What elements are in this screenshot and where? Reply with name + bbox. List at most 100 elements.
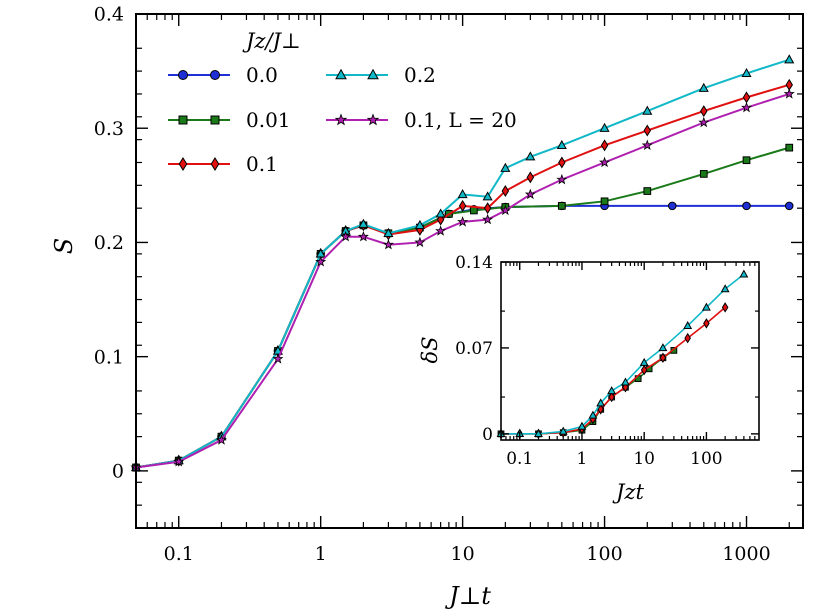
data-point (557, 202, 566, 210)
data-point (588, 410, 598, 419)
data-point (272, 353, 284, 364)
y-axis-label: S (50, 238, 78, 254)
data-point (658, 343, 668, 352)
data-point (558, 156, 566, 169)
data-point (457, 189, 468, 199)
y-tick-label: 0 (112, 461, 124, 483)
legend-entry: 0.1 (168, 152, 278, 176)
x-tick-label: 0.1 (164, 543, 194, 565)
data-point (596, 398, 606, 407)
data-point (414, 236, 426, 248)
data-point (608, 391, 615, 403)
data-point (607, 386, 617, 395)
legend-title: Jz/J⊥ (242, 29, 301, 53)
legend-marker (210, 157, 220, 171)
data-point (785, 143, 794, 152)
data-point (721, 302, 729, 313)
legend-marker (335, 68, 347, 80)
data-point (642, 105, 653, 115)
data-point (742, 156, 751, 165)
data-point (457, 216, 469, 227)
x-tick-label: 1000 (722, 543, 770, 565)
data-point (703, 318, 710, 329)
y-tick-label: 0 (482, 425, 493, 445)
panel-inset: 0.1 1 10 100 0 0.07 0.14 Jzt δS (418, 253, 760, 504)
data-point (482, 191, 493, 201)
data-point (742, 91, 751, 104)
x-tick-label: 0.1 (506, 449, 533, 469)
data-point (621, 377, 630, 386)
inset-x-axis-label: Jzt (612, 480, 644, 504)
data-point (383, 227, 394, 237)
legend: Jz/J⊥ 0.0 0.2 0.01 0.1, L = 20 0.1 (168, 29, 517, 176)
data-point (458, 199, 467, 212)
x-tick-label: 1 (577, 449, 588, 469)
x-tick-label: 100 (586, 543, 622, 565)
data-point (698, 116, 710, 128)
legend-entry: 0.1, L = 20 (326, 108, 517, 132)
data-point (556, 139, 567, 150)
data-point (741, 67, 752, 78)
x-tick-label: 100 (690, 449, 722, 469)
legend-label: 0.2 (404, 63, 436, 87)
y-tick-label: 0.3 (94, 118, 124, 140)
data-point (599, 122, 610, 132)
series-line (135, 93, 790, 469)
data-point (639, 357, 649, 366)
x-tick-label: 1 (315, 543, 327, 565)
legend-marker (178, 115, 188, 125)
legend-label: 0.1, L = 20 (404, 108, 517, 132)
data-point (526, 171, 535, 184)
y-tick-label: 0.07 (455, 339, 493, 359)
data-point (643, 124, 652, 137)
legend-marker (178, 157, 188, 171)
data-point (558, 426, 568, 435)
data-point (315, 256, 327, 267)
data-point (783, 88, 795, 99)
y-tick-label: 0.1 (94, 346, 124, 368)
data-point (357, 230, 369, 242)
data-point (742, 201, 751, 211)
data-point (499, 204, 511, 216)
data-point (414, 219, 425, 229)
data-point (501, 185, 510, 198)
inset-background (501, 262, 759, 440)
data-point (382, 238, 394, 250)
data-point (340, 230, 352, 242)
data-point (701, 302, 711, 311)
legend-entry: 0.2 (326, 63, 436, 87)
inset-y-axis-label: δS (418, 336, 442, 363)
data-point (700, 105, 708, 118)
data-point (435, 225, 447, 236)
data-point (500, 162, 511, 172)
y-tick-label: 0.2 (94, 232, 124, 254)
data-point (659, 352, 667, 364)
data-point (435, 208, 446, 218)
data-point (640, 364, 648, 376)
series-main-4 (130, 88, 795, 473)
data-point (525, 151, 536, 161)
data-point (173, 455, 185, 467)
legend-marker (334, 113, 348, 126)
data-point (215, 434, 227, 445)
legend-marker (210, 70, 220, 80)
data-point (740, 101, 753, 113)
plot-frame (135, 13, 804, 529)
data-point (739, 269, 749, 278)
data-point (577, 421, 587, 430)
legend-label: 0.0 (246, 63, 278, 87)
data-point (599, 156, 611, 168)
data-point (683, 321, 693, 330)
data-point (699, 170, 708, 178)
y-tick-label: 0.4 (94, 4, 124, 26)
legend-marker (367, 68, 379, 80)
x-tick-label: 10 (633, 449, 655, 469)
data-point (698, 82, 709, 92)
data-point (784, 201, 794, 211)
data-point (524, 188, 536, 200)
data-point (641, 139, 653, 151)
legend-marker (178, 70, 188, 80)
series-line (135, 58, 790, 469)
